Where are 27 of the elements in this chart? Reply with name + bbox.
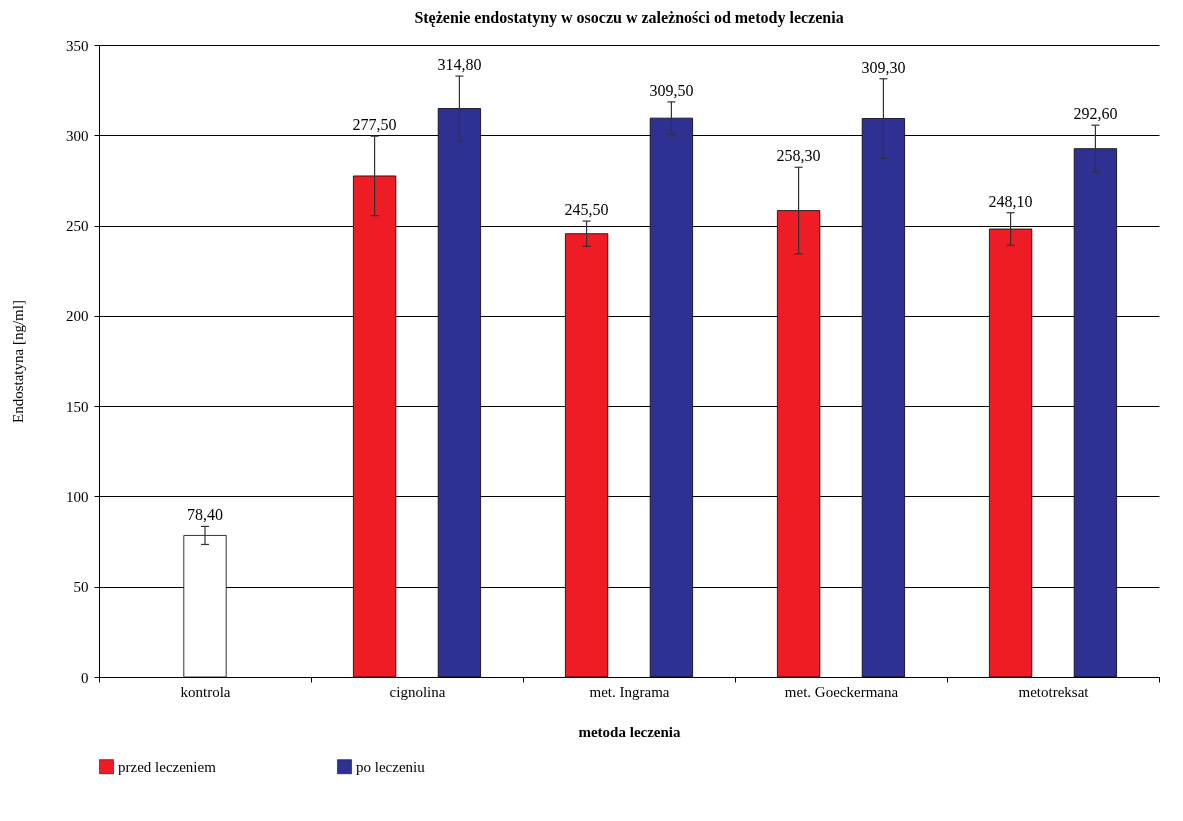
chart-title: Stężenie endostatyny w osoczu w zależności od metody leczenia (414, 9, 844, 27)
data-label: 309,50 (649, 81, 694, 99)
y-tick-label: 150 (66, 398, 89, 415)
data-label: 78,40 (187, 506, 223, 524)
y-axis-title: Endostatyna [ng/ml] (10, 300, 26, 423)
data-label: 314,80 (437, 56, 482, 74)
y-tick-label: 0 (81, 669, 89, 686)
x-tick-label: metotreksat (1018, 683, 1090, 700)
data-label: 292,60 (1073, 105, 1118, 123)
x-tick-label: cignolina (389, 683, 446, 700)
x-axis-title: metoda leczenia (578, 723, 682, 740)
y-tick-label: 300 (66, 127, 89, 144)
data-label: 248,10 (988, 192, 1033, 210)
x-tick-label: kontrola (180, 683, 231, 700)
legend-label: po leczeniu (356, 758, 426, 775)
y-tick-label: 100 (66, 488, 89, 505)
x-tick-label: met. Ingrama (589, 683, 670, 700)
data-label: 258,30 (776, 147, 821, 165)
y-tick-label: 50 (73, 579, 89, 596)
y-tick-label: 250 (66, 218, 89, 235)
data-label: 309,30 (861, 58, 906, 76)
data-label: 277,50 (352, 116, 397, 134)
y-tick-label: 350 (66, 37, 89, 54)
data-label: 245,50 (564, 201, 609, 219)
x-tick-label: met. Goeckermana (784, 683, 899, 700)
y-tick-label: 200 (66, 308, 89, 325)
legend-label: przed leczeniem (118, 758, 217, 775)
